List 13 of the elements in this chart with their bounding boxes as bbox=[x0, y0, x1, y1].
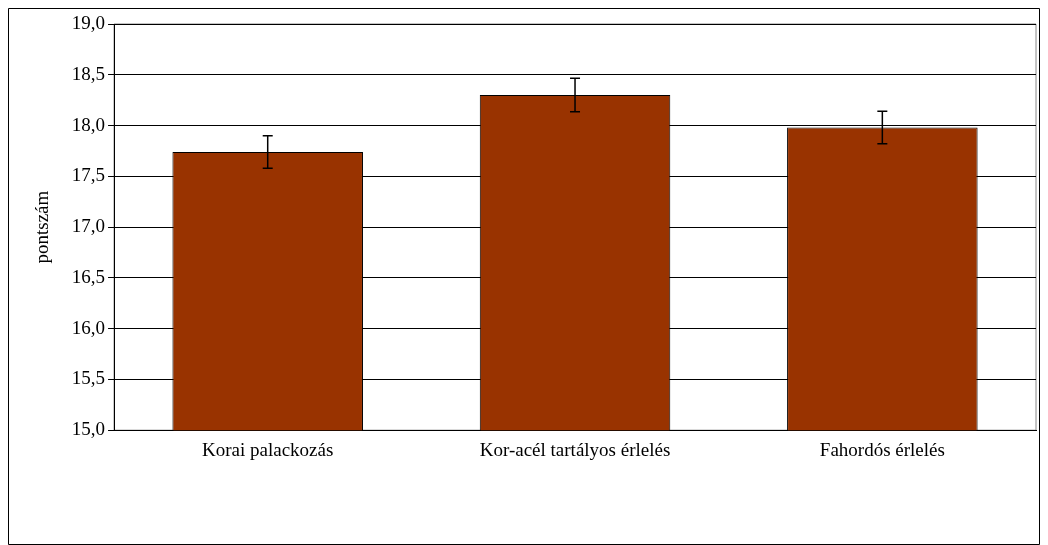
y-axis-title: pontszám bbox=[31, 190, 53, 264]
y-tick-label: 16,5 bbox=[71, 265, 106, 287]
x-tick-label: Korai palackozás bbox=[202, 438, 334, 460]
y-tick-label: 17,0 bbox=[71, 215, 106, 237]
x-tick-label: Kor-acél tartályos érlelés bbox=[479, 438, 671, 460]
y-tick-label: 15,5 bbox=[71, 367, 106, 389]
y-tick-label: 15,0 bbox=[71, 418, 106, 440]
y-tick-label: 18,5 bbox=[71, 62, 106, 84]
y-tick-label: 17,5 bbox=[71, 164, 106, 186]
y-tick-label: 19,0 bbox=[71, 11, 106, 33]
y-tick-label: 18,0 bbox=[71, 113, 106, 135]
x-tick-label: Fahordós érlelés bbox=[819, 438, 945, 460]
y-tick-label: 16,0 bbox=[71, 316, 106, 338]
